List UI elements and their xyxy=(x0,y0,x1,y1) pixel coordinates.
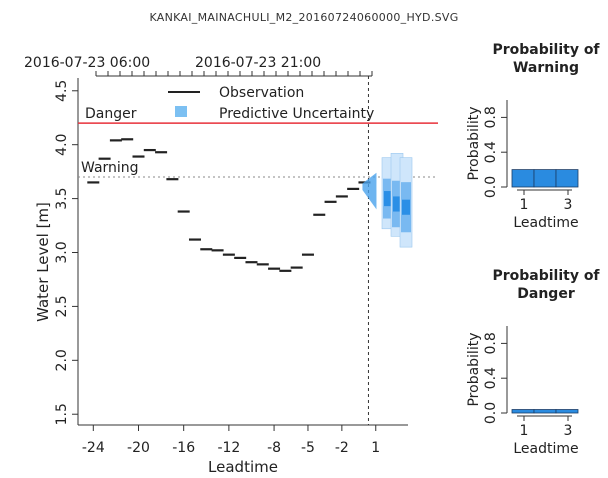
legend-uncertainty-swatch xyxy=(175,106,187,117)
prob-x-axis-label: Leadtime xyxy=(513,441,578,457)
top-axis-label: 2016-07-23 21:00 xyxy=(195,55,321,71)
prob-y-tick-label: 0.0 xyxy=(483,176,499,198)
x-tick-label: -8 xyxy=(267,440,281,456)
prob-bar xyxy=(555,409,579,414)
uncertainty-wedge xyxy=(362,172,377,210)
x-axis-label: Leadtime xyxy=(208,458,278,476)
prob-bar xyxy=(533,409,557,414)
top-axis-label: 2016-07-23 06:00 xyxy=(24,55,150,71)
warning-threshold-label: Warning xyxy=(81,160,139,176)
prob-y-tick-label: 0.8 xyxy=(483,332,499,354)
prob-bar xyxy=(511,409,535,414)
y-tick-label: 2.5 xyxy=(54,295,70,317)
prob-bar xyxy=(533,169,557,188)
prob-x-tick-label: 3 xyxy=(564,423,573,439)
prob-x-tick-label: 1 xyxy=(520,423,529,439)
uncertainty-band-core xyxy=(393,196,401,212)
x-tick-label: -2 xyxy=(335,440,349,456)
x-tick-label: -20 xyxy=(127,440,150,456)
file-title: KANKAI_MAINACHULI_M2_20160724060000_HYD.… xyxy=(149,11,459,24)
window-title: KANKAI_MAINACHULI_M2_20160724060000_HYD.… xyxy=(0,6,608,25)
prob-y-axis-label: Probability xyxy=(466,332,482,406)
prob-x-axis-label: Leadtime xyxy=(513,215,578,231)
x-tick-label: -5 xyxy=(301,440,315,456)
legend-observation-label: Observation xyxy=(219,85,304,101)
y-tick-label: 4.5 xyxy=(54,80,70,102)
water-level-plot: 1.5 2.0 2.5 3.0 3.5 4.0 4.5 Water Level [m] -24 -… xyxy=(24,55,438,476)
uncertainty-band-core xyxy=(384,191,392,207)
prob-y-axis-label: Probability xyxy=(466,106,482,180)
danger-threshold-label: Danger xyxy=(85,106,137,122)
y-tick-label: 2.0 xyxy=(54,349,70,371)
x-tick-label: -12 xyxy=(217,440,240,456)
prob-title-line1: Probability of xyxy=(492,42,600,58)
warning-probability-plot: Probability of Warning 0.0 0.4 0.8Probabilit… xyxy=(466,42,600,231)
prob-title-line1: Probability of xyxy=(492,268,600,284)
prob-title-line2: Danger xyxy=(517,286,575,302)
prob-y-tick-label: 0.0 xyxy=(483,402,499,424)
x-tick-label: -24 xyxy=(82,440,105,456)
y-axis-label: Water Level [m] xyxy=(34,202,52,322)
x-tick-label: 1 xyxy=(371,440,380,456)
prob-x-tick-label: 1 xyxy=(520,197,529,213)
prob-y-tick-label: 0.4 xyxy=(483,367,499,389)
prob-y-tick-label: 0.4 xyxy=(483,141,499,163)
y-tick-label: 1.5 xyxy=(54,403,70,425)
y-tick-label: 4.0 xyxy=(54,134,70,156)
prob-bar xyxy=(511,169,535,188)
uncertainty-band-core xyxy=(402,199,410,215)
prob-title-line2: Warning xyxy=(513,60,579,76)
prob-x-tick-label: 3 xyxy=(564,197,573,213)
x-tick-label: -16 xyxy=(172,440,195,456)
danger-probability-plot: Probability of Danger 0.0 0.4 0.8Probability… xyxy=(466,268,600,457)
legend-uncertainty-label: Predictive Uncertainty xyxy=(219,106,374,122)
y-tick-label: 3.5 xyxy=(54,187,70,209)
prob-y-tick-label: 0.8 xyxy=(483,106,499,128)
prob-bar xyxy=(555,169,579,188)
y-tick-label: 3.0 xyxy=(54,241,70,263)
